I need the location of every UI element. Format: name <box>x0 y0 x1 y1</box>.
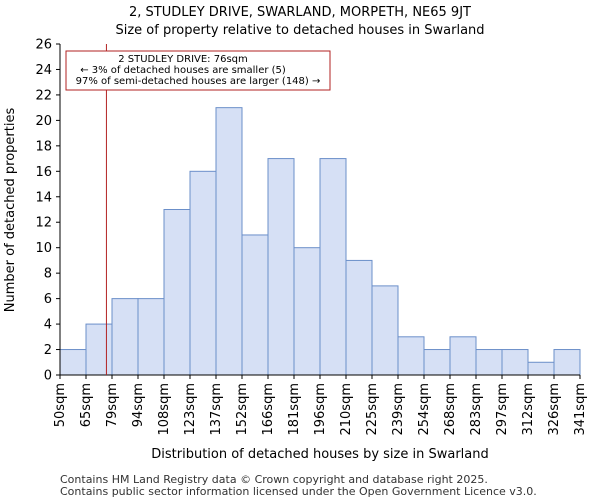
x-tick-label: 283sqm <box>469 383 484 436</box>
bars-group <box>59 107 581 376</box>
y-tick-label: 14 <box>35 190 52 205</box>
bar-254sqm <box>423 349 451 376</box>
x-tick-label: 137sqm <box>209 383 224 436</box>
bar-196sqm <box>319 158 347 376</box>
bar-297sqm <box>501 349 529 376</box>
bar-50sqm <box>59 349 87 376</box>
annotation-line3: 97% of semi-detached houses are larger (… <box>76 76 321 87</box>
x-tick-label: 341sqm <box>573 383 588 436</box>
y-tick-label: 16 <box>35 165 52 180</box>
y-tick-label: 8 <box>44 267 52 282</box>
annotation-line2: ← 3% of detached houses are smaller (5) <box>80 65 286 76</box>
annotation-box-frame <box>65 50 331 91</box>
y-tick-label: 6 <box>44 292 52 307</box>
bar-283sqm <box>475 349 503 376</box>
annotation-box: 2 STUDLEY DRIVE: 76sqm ← 3% of detached … <box>65 50 331 91</box>
y-tick-label: 4 <box>44 318 52 333</box>
bar-268sqm <box>449 336 477 376</box>
y-tick-label: 26 <box>35 38 52 53</box>
bar-166sqm <box>267 158 295 376</box>
x-tick-label: 181sqm <box>287 383 302 436</box>
bar-326sqm <box>553 349 581 376</box>
y-tick-label: 22 <box>35 88 52 103</box>
y-tick-label: 24 <box>35 63 52 78</box>
bar-312sqm <box>527 361 555 376</box>
annotation-line1: 2 STUDLEY DRIVE: 76sqm <box>118 54 248 65</box>
y-tick-label: 0 <box>44 369 52 384</box>
footer-line2: Contains public sector information licen… <box>60 485 537 498</box>
x-tick-label: 312sqm <box>521 383 536 436</box>
bar-137sqm <box>215 107 243 376</box>
bar-210sqm <box>345 259 373 376</box>
y-tick-label: 10 <box>35 241 52 256</box>
y-tick-label: 20 <box>35 114 52 129</box>
x-tick-label: 268sqm <box>443 383 458 436</box>
x-tick-label: 50sqm <box>53 383 68 427</box>
y-axis-label: Number of detached properties <box>3 108 18 313</box>
chart-title-line1: 2, STUDLEY DRIVE, SWARLAND, MORPETH, NE6… <box>129 5 471 20</box>
y-tick-label: 12 <box>35 216 52 231</box>
x-tick-label: 225sqm <box>365 383 380 436</box>
y-tick-label: 18 <box>35 139 52 154</box>
bar-123sqm <box>189 170 217 376</box>
x-tick-label: 79sqm <box>105 383 120 427</box>
x-tick-label: 108sqm <box>157 383 172 436</box>
x-tick-label: 152sqm <box>235 383 250 436</box>
bar-94sqm <box>137 298 165 376</box>
x-axis: 50sqm 65sqm 79sqm 94sqm 108sqm 123sqm 137sqm 15… <box>53 374 588 436</box>
bar-225sqm <box>371 285 399 376</box>
x-tick-label: 94sqm <box>131 383 146 427</box>
footer-line1: Contains HM Land Registry data © Crown c… <box>60 473 488 486</box>
bar-65sqm <box>85 323 113 376</box>
bar-239sqm <box>397 336 425 376</box>
x-axis-label: Distribution of detached houses by size … <box>151 447 489 462</box>
x-tick-label: 166sqm <box>261 383 276 436</box>
x-tick-label: 123sqm <box>183 383 198 436</box>
x-tick-label: 196sqm <box>313 383 328 436</box>
x-tick-label: 326sqm <box>547 383 562 436</box>
x-tick-label: 239sqm <box>391 383 406 436</box>
bar-181sqm <box>293 247 321 376</box>
bar-79sqm <box>111 298 139 376</box>
x-tick-label: 210sqm <box>339 383 354 436</box>
x-tick-label: 65sqm <box>79 383 94 427</box>
x-tick-label: 297sqm <box>495 383 510 436</box>
chart-title-line2: Size of property relative to detached ho… <box>115 23 484 38</box>
y-tick-label: 2 <box>44 343 52 358</box>
bar-152sqm <box>241 234 269 376</box>
bar-108sqm <box>163 209 191 376</box>
x-tick-label: 254sqm <box>417 383 432 436</box>
